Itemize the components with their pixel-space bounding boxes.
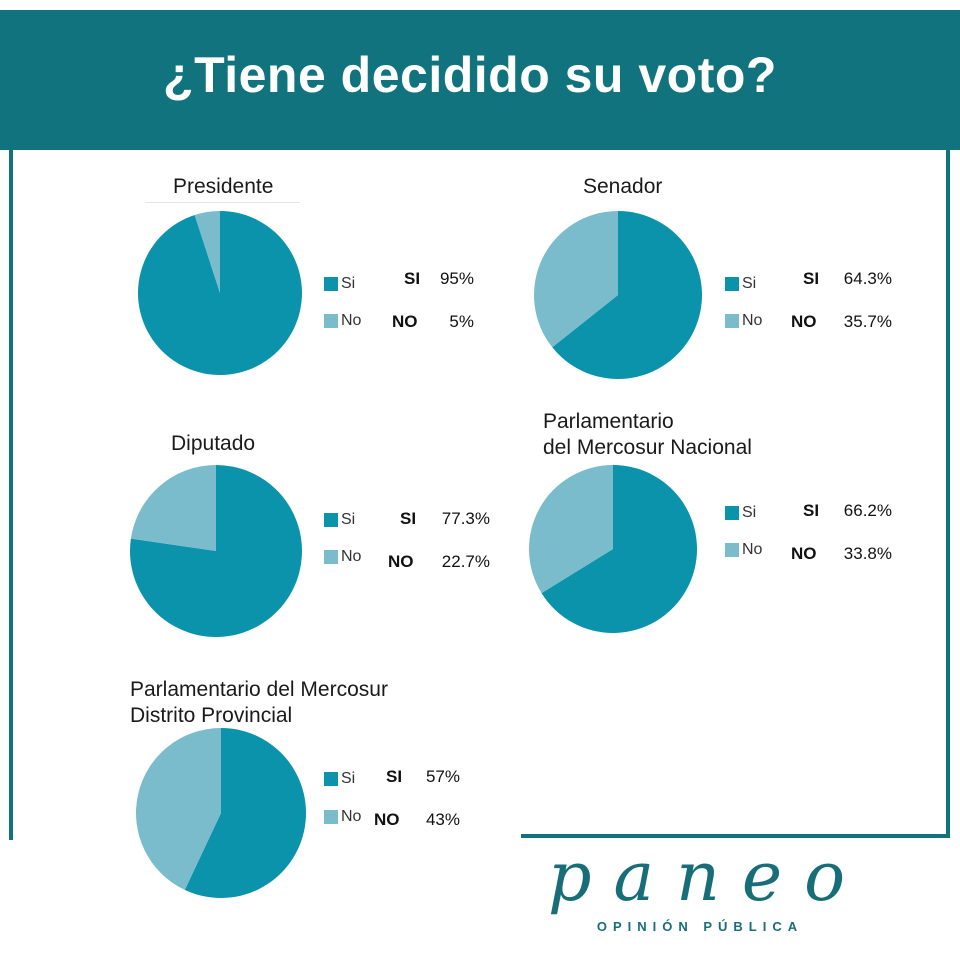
value-number-no: 5% <box>449 312 474 331</box>
legend-swatch-si <box>725 506 739 520</box>
pie-slice-si <box>130 465 303 637</box>
legend-swatch-no <box>725 314 739 328</box>
value-number-no: 33.8% <box>843 544 892 563</box>
value-number-si: 66.2% <box>843 501 892 520</box>
legend-swatch-no <box>324 314 338 328</box>
value-number-no: 22.7% <box>441 552 490 571</box>
legend-swatch-no <box>725 543 739 557</box>
pie-slice-no <box>529 465 613 594</box>
pie-slice-no <box>534 211 618 348</box>
pie-slice-no <box>136 728 221 890</box>
chart-title: Diputado <box>171 432 256 455</box>
legend-swatch-no <box>324 550 338 564</box>
frame-border-left <box>9 150 13 840</box>
legend-swatch-si <box>725 277 739 291</box>
legend-label-si: Si <box>341 770 356 787</box>
value-key-no: NO <box>388 552 414 571</box>
legend-swatch-si <box>324 513 338 527</box>
value-number-si: 64.3% <box>843 269 892 288</box>
pie-slice-no <box>194 211 220 293</box>
pie-slice-si <box>137 211 302 375</box>
legend-label-si: Si <box>742 504 757 521</box>
chart-title: Parlamentario del Mercosur Nacional <box>543 410 752 459</box>
pie-slice-si <box>184 728 307 898</box>
value-number-si: 57% <box>425 767 460 786</box>
frame-border-bottom <box>521 834 950 838</box>
chart-title: Parlamentario del Mercosur Distrito Prov… <box>130 678 388 727</box>
page-title: ¿Tiene decidido su voto? <box>163 47 777 103</box>
brand-logo: paneo <box>548 838 868 917</box>
value-key-no: NO <box>374 810 400 829</box>
legend-swatch-no <box>324 810 338 824</box>
value-key-si: SI <box>386 767 403 786</box>
value-number-no: 35.7% <box>843 312 892 331</box>
value-key-no: NO <box>791 312 817 331</box>
brand-tagline: OPINIÓN PÚBLICA <box>596 919 804 934</box>
value-key-si: SI <box>803 501 820 520</box>
value-number-si: 95% <box>439 269 474 288</box>
legend-label-no: No <box>341 312 362 329</box>
legend-label-si: Si <box>341 511 356 528</box>
legend-swatch-si <box>324 772 338 786</box>
value-key-si: SI <box>404 269 421 288</box>
legend-label-no: No <box>742 312 763 329</box>
value-key-no: NO <box>791 544 817 563</box>
chart-title: Senador <box>583 175 663 198</box>
legend-swatch-si <box>324 277 338 291</box>
value-number-no: 43% <box>425 810 460 829</box>
pie-slice-no <box>130 465 216 551</box>
legend-label-si: Si <box>742 275 757 292</box>
legend-label-no: No <box>341 548 362 565</box>
legend-label-no: No <box>742 541 763 558</box>
legend-label-no: No <box>341 808 362 825</box>
value-number-si: 77.3% <box>441 509 490 528</box>
value-key-si: SI <box>803 269 820 288</box>
pie-slice-si <box>552 211 703 379</box>
value-key-no: NO <box>392 312 418 331</box>
frame-border-right <box>946 150 950 838</box>
value-key-si: SI <box>400 509 417 528</box>
chart-title: Presidente <box>173 175 274 198</box>
title-underline <box>145 202 300 203</box>
pie-slice-si <box>541 465 698 634</box>
header-banner: ¿Tiene decidido su voto? <box>0 10 960 150</box>
legend-label-si: Si <box>341 275 356 292</box>
